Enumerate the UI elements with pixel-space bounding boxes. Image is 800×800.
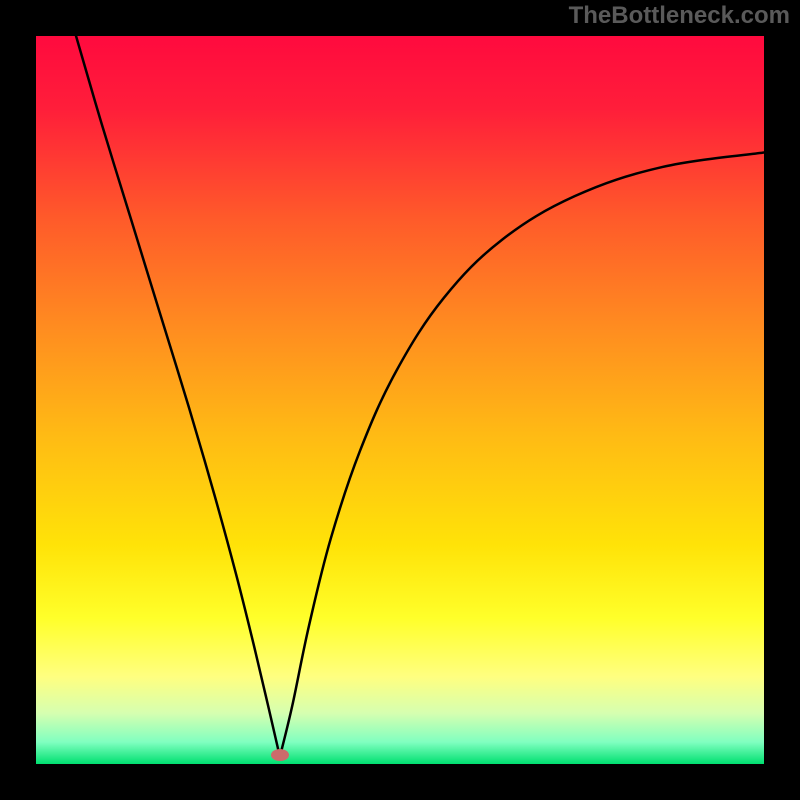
chart-frame: TheBottleneck.com bbox=[0, 0, 800, 800]
minimum-marker bbox=[271, 749, 289, 761]
plot-area bbox=[36, 36, 764, 764]
curve-path bbox=[76, 36, 764, 757]
watermark-text: TheBottleneck.com bbox=[569, 2, 790, 30]
bottleneck-curve bbox=[36, 36, 764, 764]
